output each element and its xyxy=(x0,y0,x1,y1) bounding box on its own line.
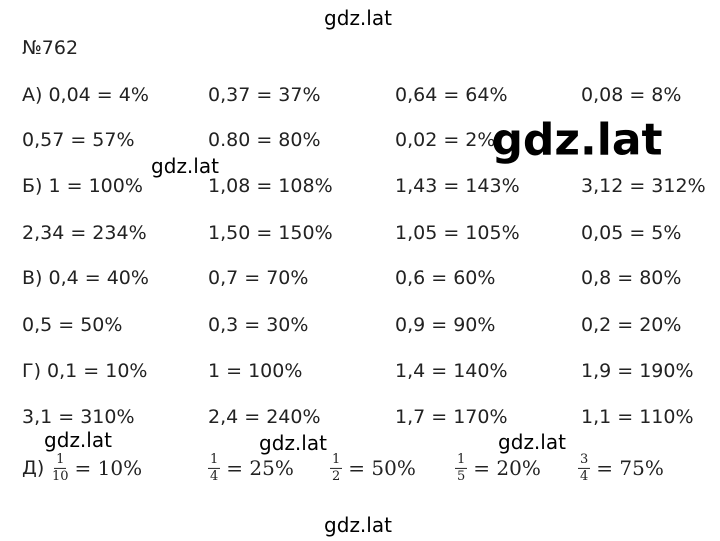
watermark: gdz.lat xyxy=(151,154,219,178)
result: = 10% xyxy=(74,456,143,480)
denominator: 4 xyxy=(580,468,589,484)
numerator: 1 xyxy=(54,451,67,469)
answer: 0.80 = 80% xyxy=(208,129,321,151)
result: = 20% xyxy=(473,456,541,480)
numerator: 1 xyxy=(330,451,343,469)
fraction-label: Д) xyxy=(22,457,45,479)
answer: 0,5 = 50% xyxy=(22,314,123,336)
answer: 0,9 = 90% xyxy=(395,314,496,336)
answer: Г) 0,1 = 10% xyxy=(22,360,148,382)
answer: 0,05 = 5% xyxy=(581,222,682,244)
answer: 1 = 100% xyxy=(208,360,303,382)
answer: 0,37 = 37% xyxy=(208,84,321,106)
denominator: 5 xyxy=(457,468,466,484)
answer: 0,6 = 60% xyxy=(395,267,496,289)
answer: В) 0,4 = 40% xyxy=(22,267,149,289)
fraction-answer: 3 4 = 75% xyxy=(578,452,664,484)
fraction-answer: 1 10 = 10% xyxy=(52,452,142,484)
answer: 1,9 = 190% xyxy=(581,360,694,382)
answer: 1,05 = 105% xyxy=(395,222,520,244)
answer: А) 0,04 = 4% xyxy=(22,84,149,106)
watermark: gdz.lat xyxy=(324,6,392,30)
answer: Б) 1 = 100% xyxy=(22,175,143,197)
result: = 25% xyxy=(226,456,294,480)
answer: 1,43 = 143% xyxy=(395,175,520,197)
answer: 1,7 = 170% xyxy=(395,406,508,428)
watermark: gdz.lat xyxy=(259,431,327,455)
answer: 2,34 = 234% xyxy=(22,222,147,244)
fraction: 1 10 xyxy=(52,452,69,484)
answer: 1,1 = 110% xyxy=(581,406,694,428)
denominator: 2 xyxy=(332,468,341,484)
answer: 0,64 = 64% xyxy=(395,84,508,106)
numerator: 1 xyxy=(455,451,468,469)
watermark: gdz.lat xyxy=(44,428,112,452)
watermark: gdz.lat xyxy=(498,430,566,454)
answer: 0,02 = 2% xyxy=(395,129,496,151)
answer: 0,7 = 70% xyxy=(208,267,309,289)
fraction-answer: 1 5 = 20% xyxy=(455,452,541,484)
watermark: gdz.lat xyxy=(324,513,392,537)
result: = 75% xyxy=(596,456,664,480)
numerator: 1 xyxy=(208,451,221,469)
result: = 50% xyxy=(348,456,416,480)
fraction-answer: 1 2 = 50% xyxy=(330,452,416,484)
answer: 2,4 = 240% xyxy=(208,406,321,428)
answer: 1,08 = 108% xyxy=(208,175,333,197)
answer: 0,57 = 57% xyxy=(22,129,135,151)
problem-number: №762 xyxy=(22,37,79,59)
denominator: 4 xyxy=(210,468,219,484)
answer: 1,50 = 150% xyxy=(208,222,333,244)
answer: 3,1 = 310% xyxy=(22,406,135,428)
answer: 3,12 = 312% xyxy=(581,175,706,197)
numerator: 3 xyxy=(578,451,591,469)
answer: 0,3 = 30% xyxy=(208,314,309,336)
answer: 1,4 = 140% xyxy=(395,360,508,382)
answer: 0,2 = 20% xyxy=(581,314,682,336)
denominator: 10 xyxy=(52,468,69,484)
answer: 0,08 = 8% xyxy=(581,84,682,106)
answer: 0,8 = 80% xyxy=(581,267,682,289)
watermark: gdz.lat xyxy=(491,114,663,166)
fraction-answer: 1 4 = 25% xyxy=(208,452,294,484)
